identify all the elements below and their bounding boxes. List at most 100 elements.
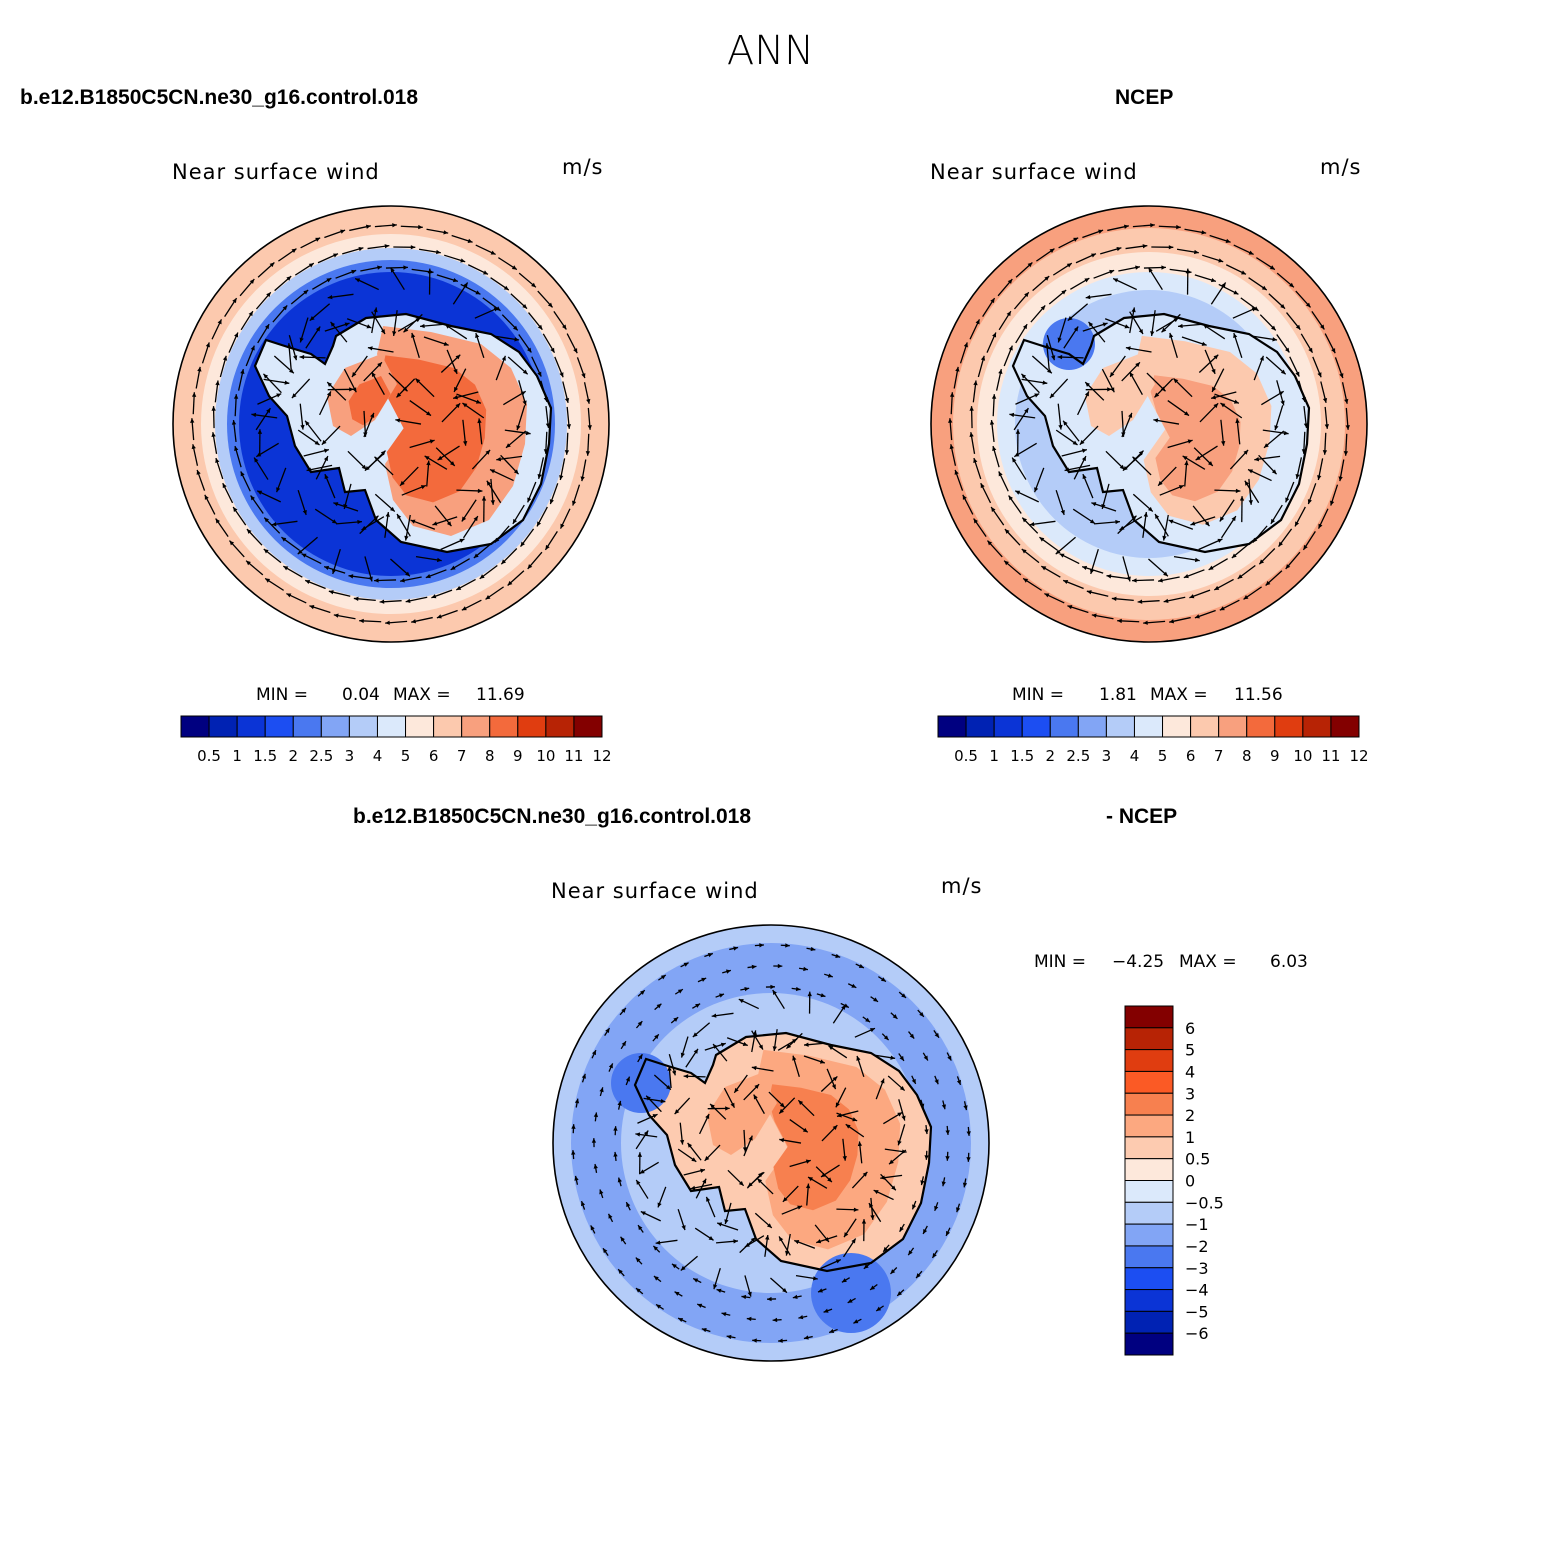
wind-arrowhead [1339,373,1344,379]
wind-arrowhead [991,507,996,512]
wind-arrowhead [955,366,960,372]
wind-arrowhead [777,963,783,969]
wind-arrowhead [843,1003,849,1008]
east-core [381,355,487,503]
wind-arrowhead [638,1225,643,1231]
wind-arrowhead [1057,354,1063,360]
wind-arrowhead [772,990,777,995]
wind-arrowhead [377,265,382,270]
wind-arrowhead [1184,411,1190,416]
colorbar3-tick-label: −3 [1185,1259,1209,1278]
wind-arrowhead [1110,387,1115,393]
wind-arrowhead [924,1129,929,1135]
wind-arrowhead [564,397,570,403]
wind-arrowhead [435,249,441,255]
wind-arrowhead [1217,538,1223,543]
colorbar3-tick-label: −5 [1185,1302,1209,1321]
colorbar1-box [236,715,266,738]
colorbar2-box [1021,715,1051,738]
wind-arrowhead [580,1201,586,1207]
wind-arrowhead [217,319,222,325]
colorbar3-box [1124,1267,1174,1291]
wind-arrowhead [635,1288,641,1293]
wind-arrowhead [897,1291,903,1296]
wind-arrowhead [636,1179,641,1185]
east-core [768,1084,859,1211]
wind-arrowhead [191,444,196,450]
wind-arrowhead [490,469,496,474]
wind-arrowhead [1211,368,1216,374]
wind-arrowhead [847,1298,853,1303]
wind-arrowhead [248,311,253,317]
wind-arrowhead [639,990,645,995]
wind-arrowhead [868,1203,874,1209]
wind-arrowhead [754,1084,760,1089]
wind-arrowhead [1012,457,1017,463]
colorbar1-tick-label: 9 [513,747,523,765]
wind-arrowhead [323,448,329,453]
wind-arrowhead [1338,476,1343,482]
wind-arrowhead [315,326,321,332]
wind-arrowhead [704,1156,710,1161]
wind-arrowhead [305,579,311,585]
wind-arrowhead [400,480,405,486]
wind-arrowhead [1241,270,1247,275]
wind-arrowhead [276,487,281,493]
wind-arrowhead [851,983,857,988]
wind-arrowhead [853,1319,859,1324]
wind-arrowhead [1169,332,1174,338]
wind-arrowhead [1233,399,1239,404]
wind-arrowhead [680,1265,686,1271]
map1-units: m/s [562,155,604,179]
colorbar2-tick-label: 5 [1158,747,1168,765]
wind-arrowhead [697,1303,703,1308]
wind-arrowhead [753,1094,758,1100]
colorbar1-box [433,715,463,738]
colorbar2-tick-label: 2 [1045,747,1055,765]
wind-arrowhead [246,560,251,566]
wind-arrowhead [1061,289,1067,295]
wind-arrowhead [792,1294,798,1299]
wind-arrowhead [436,557,442,563]
wind-arrowhead [835,953,841,958]
wind-arrowhead [785,943,790,948]
colorbar1-tick-label: 0.5 [197,747,221,765]
wind-arrowhead [691,1157,697,1162]
wind-arrowhead [574,1098,580,1104]
wind-arrowhead [404,535,409,541]
wind-arrowhead [992,446,997,451]
wind-arrowhead [1008,495,1013,501]
wind-arrowhead [473,516,478,522]
wind-arrowhead [344,322,350,327]
wind-arrowhead [758,1172,763,1178]
map3-max-label: MAX = [1179,952,1237,972]
wind-arrowhead [1303,544,1308,550]
wind-arrowhead [1023,578,1029,583]
wind-arrowhead [537,474,542,479]
wind-arrowhead [700,1168,706,1173]
colorbar3-box [1124,1114,1174,1138]
wind-arrowhead [643,1130,649,1136]
map2-field [931,206,1367,642]
wind-arrowhead [719,993,725,998]
wind-arrowhead [373,307,378,313]
colorbar2-box [1162,715,1192,738]
wind-arrowhead [836,1113,842,1118]
wind-arrowhead [1285,347,1290,353]
wind-arrowhead [963,1105,968,1111]
wind-arrowhead [276,393,282,398]
wind-arrowhead [368,576,373,582]
wind-arrowhead [701,1328,707,1333]
wind-arrowhead [205,342,210,348]
panel-left-title: b.e12.B1850C5CN.ne30_g16.control.018 [20,86,419,109]
wind-arrowhead [1212,386,1217,392]
wind-arrowhead [481,496,487,501]
wind-arrowhead [1073,237,1079,242]
wind-arrowhead [410,519,416,524]
wind-arrowhead [1009,412,1015,418]
wind-arrowhead [1219,516,1225,522]
wind-arrowhead [656,1003,662,1009]
wind-arrowhead [494,537,500,543]
wind-arrowhead [501,559,507,565]
wind-arrowhead [426,411,432,416]
